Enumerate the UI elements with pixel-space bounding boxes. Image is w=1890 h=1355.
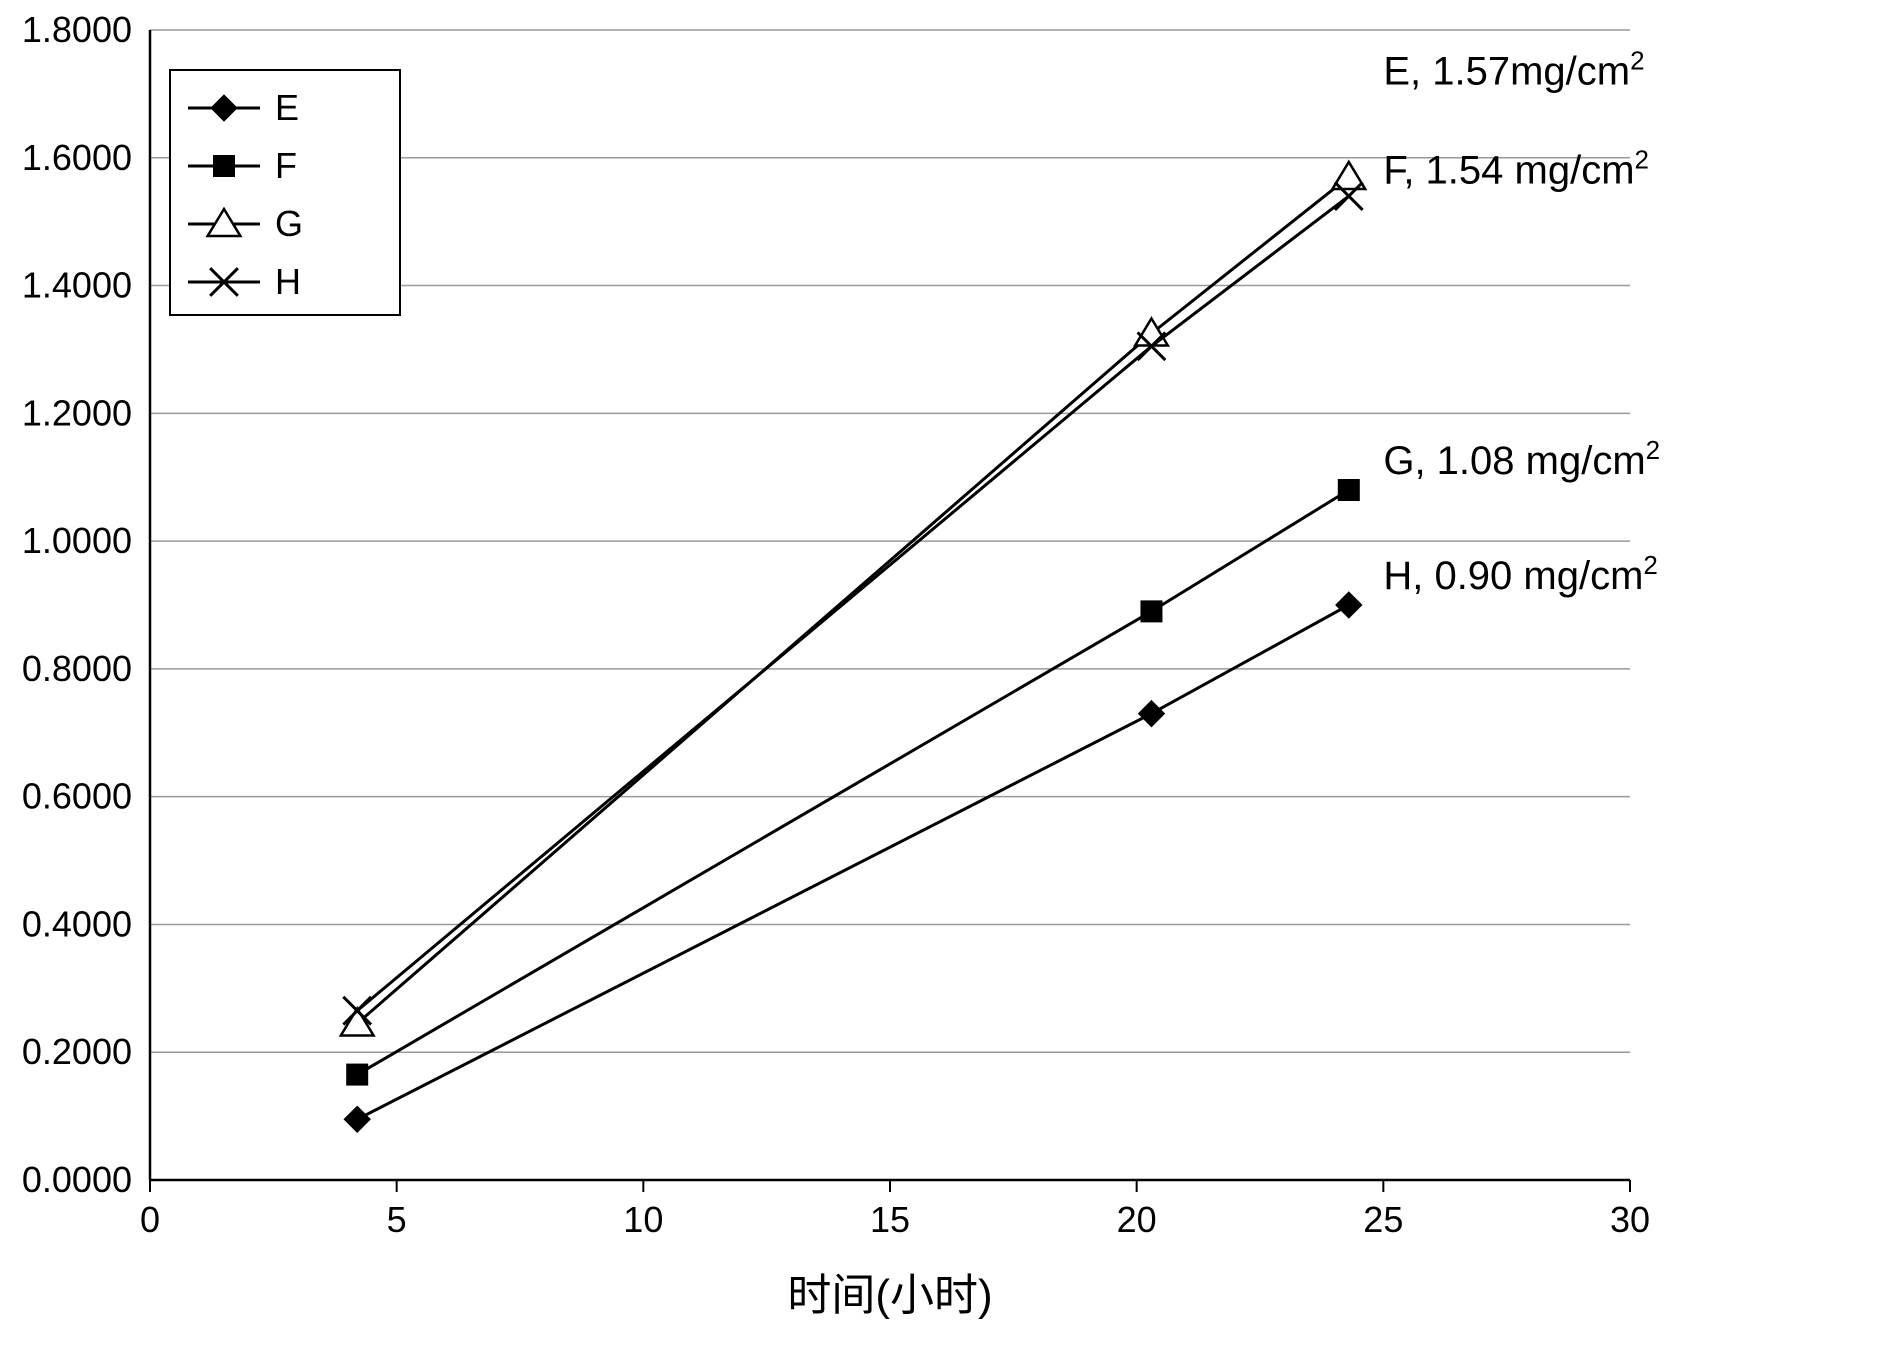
series-end-label-H: F, 1.54 mg/cm2 <box>1383 144 1649 192</box>
x-tick-label: 25 <box>1363 1199 1403 1240</box>
y-tick-label: 1.4000 <box>22 265 132 306</box>
series-end-label-E: H, 0.90 mg/cm2 <box>1383 550 1658 598</box>
y-tick-label: 1.8000 <box>22 9 132 50</box>
y-tick-label: 1.6000 <box>22 137 132 178</box>
y-tick-label: 0.6000 <box>22 776 132 817</box>
legend-item-label: G <box>275 203 303 244</box>
y-tick-label: 0.2000 <box>22 1031 132 1072</box>
legend-item-label: H <box>275 261 301 302</box>
chart-container: 0 5 10 15 20 25 30 0.0000 0.2000 0.4000 0.6000 0.80… <box>0 0 1890 1355</box>
svg-text:E, 1.57mg/cm2: E, 1.57mg/cm2 <box>1383 45 1644 93</box>
y-tick-label: 1.2000 <box>22 392 132 433</box>
x-tick-label: 20 <box>1117 1199 1157 1240</box>
svg-text:H, 0.90 mg/cm2: H, 0.90 mg/cm2 <box>1383 550 1658 598</box>
svg-text:F, 1.54 mg/cm2: F, 1.54 mg/cm2 <box>1383 144 1649 192</box>
legend: EFGH <box>170 70 400 315</box>
x-tick-label: 10 <box>623 1199 663 1240</box>
series-end-label-G: E, 1.57mg/cm2 <box>1383 45 1644 93</box>
x-axis-title: 时间(小时) <box>787 1271 992 1320</box>
x-tick-label: 15 <box>870 1199 910 1240</box>
y-tick-label: 0.4000 <box>22 903 132 944</box>
svg-text:G, 1.08 mg/cm2: G, 1.08 mg/cm2 <box>1383 435 1660 483</box>
x-tick-label: 0 <box>140 1199 160 1240</box>
x-tick-label: 30 <box>1610 1199 1650 1240</box>
x-tick-label: 5 <box>387 1199 407 1240</box>
y-tick-label: 0.8000 <box>22 648 132 689</box>
y-tick-label: 1.0000 <box>22 520 132 561</box>
series-end-label-F: G, 1.08 mg/cm2 <box>1383 435 1660 483</box>
legend-item-label: E <box>275 87 299 128</box>
y-tick-label: 0.0000 <box>22 1159 132 1200</box>
legend-item-label: F <box>275 145 297 186</box>
line-chart: 0 5 10 15 20 25 30 0.0000 0.2000 0.4000 0.6000 0.80… <box>0 0 1890 1355</box>
